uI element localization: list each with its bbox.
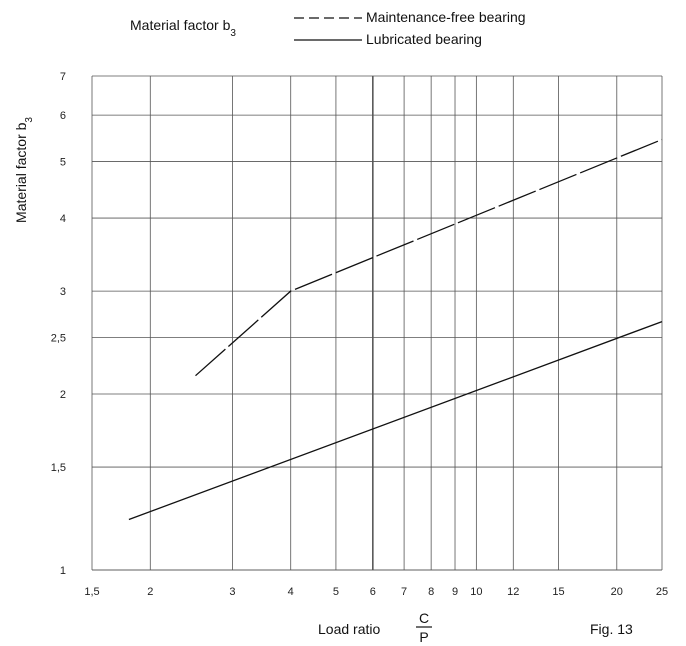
legend-title-subscript: 3 (230, 28, 236, 39)
legend-title: Material factor b3 (130, 17, 236, 39)
x-tick-label: 1,5 (84, 586, 99, 598)
y-tick-label: 7 (60, 71, 66, 83)
x-tick-label: 25 (656, 586, 668, 598)
figure-label: Fig. 13 (590, 621, 633, 637)
y-tick-labels: 1 1,5 2 2,5 3 4 5 6 7 (51, 71, 66, 577)
x-tick-label: 5 (333, 586, 339, 598)
legend: Material factor b3 Maintenance-free bear… (130, 9, 526, 47)
y-axis-label-text: Material factor b (13, 122, 29, 223)
x-tick-label: 9 (452, 586, 458, 598)
x-tick-label: 4 (288, 586, 294, 598)
series (128, 138, 663, 521)
y-axis-label: Material factor b3 (13, 117, 35, 223)
x-tick-label: 7 (401, 586, 407, 598)
x-axis-label-denominator: P (419, 629, 428, 645)
x-tick-label: 12 (507, 586, 519, 598)
series-line-maintenance-free (195, 138, 663, 377)
x-axis-label-numerator: C (419, 610, 429, 626)
legend-title-text: Material factor b (130, 17, 231, 33)
x-axis-label: Load ratio C P (318, 610, 432, 645)
legend-label-lubricated: Lubricated bearing (366, 31, 482, 47)
y-tick-label: 6 (60, 110, 66, 122)
x-tick-label: 15 (552, 586, 564, 598)
series-line-lubricated (128, 320, 663, 521)
x-tick-label: 3 (229, 586, 235, 598)
x-tick-label: 8 (428, 586, 434, 598)
x-axis-label-text: Load ratio (318, 621, 380, 637)
legend-label-maintenance-free: Maintenance-free bearing (366, 9, 526, 25)
x-tick-label: 10 (470, 586, 482, 598)
y-tick-label: 4 (60, 213, 66, 225)
x-tick-label: 6 (370, 586, 376, 598)
x-tick-label: 2 (147, 586, 153, 598)
y-tick-label: 1 (60, 565, 66, 577)
y-axis-label-subscript: 3 (24, 117, 35, 123)
x-tick-labels: 1,5 2 3 4 5 6 7 8 9 10 12 15 20 25 (84, 586, 668, 598)
grid (91, 75, 663, 571)
y-tick-label: 1,5 (51, 462, 66, 474)
y-tick-label: 2 (60, 389, 66, 401)
y-tick-label: 3 (60, 286, 66, 298)
x-tick-label: 20 (611, 586, 623, 598)
y-tick-label: 5 (60, 156, 66, 168)
y-tick-label: 2,5 (51, 332, 66, 344)
